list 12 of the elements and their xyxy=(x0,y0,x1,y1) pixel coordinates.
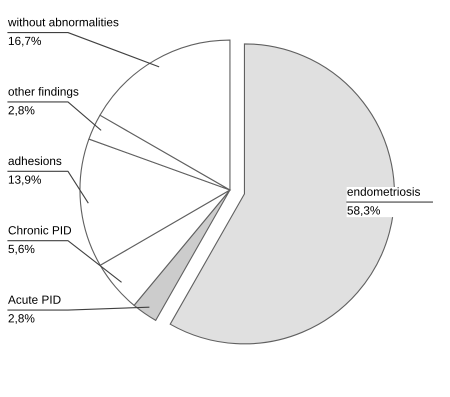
data-label: 16,7% xyxy=(8,36,42,46)
data-label: 2,8% xyxy=(8,106,34,116)
data-label: 58,3% xyxy=(347,206,380,216)
slice-label: without abnormalities xyxy=(8,18,118,26)
slice-label: other findings xyxy=(8,87,78,98)
slice-label: endometriosis xyxy=(347,187,420,196)
slice-label: Acute PID xyxy=(8,296,61,304)
slice-label: adhesions xyxy=(8,156,62,166)
data-label: 2,8% xyxy=(8,314,34,324)
data-label: 13,9% xyxy=(8,175,42,186)
slice-label: Chronic PID xyxy=(8,226,72,234)
data-label: 5,6% xyxy=(8,244,34,255)
